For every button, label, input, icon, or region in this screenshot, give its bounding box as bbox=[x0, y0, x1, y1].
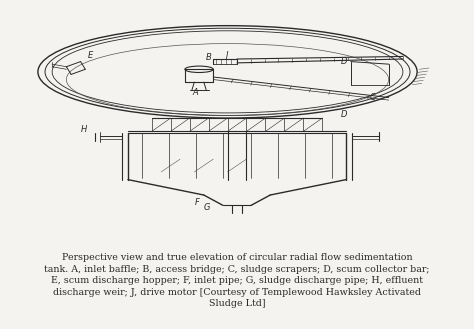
Text: C: C bbox=[370, 93, 375, 102]
Text: Perspective view and true elevation of circular radial flow sedimentation
tank. : Perspective view and true elevation of c… bbox=[44, 253, 430, 308]
Text: D: D bbox=[341, 110, 348, 119]
Text: E: E bbox=[88, 51, 93, 60]
Text: H: H bbox=[81, 125, 87, 134]
Text: F: F bbox=[194, 198, 199, 207]
Text: A: A bbox=[192, 88, 198, 97]
Text: G: G bbox=[204, 203, 210, 213]
Text: B: B bbox=[206, 53, 212, 62]
Text: D: D bbox=[341, 57, 348, 66]
Text: J: J bbox=[225, 51, 228, 60]
